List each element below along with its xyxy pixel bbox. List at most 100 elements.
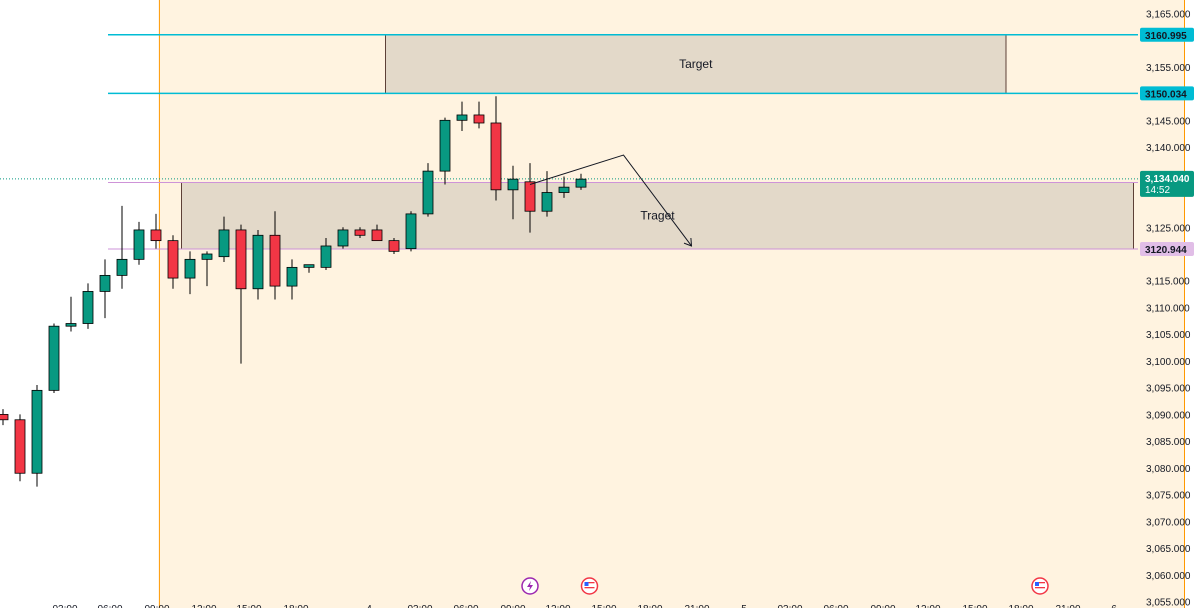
candle-body bbox=[320, 245, 332, 268]
candle bbox=[116, 205, 128, 289]
candle bbox=[269, 211, 281, 300]
flag-stripe bbox=[1035, 582, 1045, 584]
price-badge-3150: 3150.034 bbox=[1140, 86, 1194, 101]
x-tick-label: 18:00 bbox=[283, 604, 308, 608]
zone-box bbox=[385, 34, 1006, 94]
traget-zone: Traget bbox=[181, 182, 1134, 249]
x-tick-label: 15:00 bbox=[591, 604, 616, 608]
candle-body bbox=[558, 186, 570, 193]
candle bbox=[0, 409, 9, 426]
candle-body bbox=[286, 266, 298, 287]
flag-canton bbox=[584, 582, 589, 586]
y-tick-label: 3,125.000 bbox=[1146, 223, 1191, 234]
candle-body bbox=[218, 229, 230, 258]
candle-body bbox=[235, 229, 247, 290]
y-tick-label: 3,110.000 bbox=[1146, 303, 1190, 314]
candle bbox=[82, 283, 94, 329]
flag-canton bbox=[1035, 582, 1039, 586]
y-tick-label: 3,055.000 bbox=[1146, 598, 1191, 608]
flag-circle bbox=[580, 577, 599, 595]
x-tick-label: 18:00 bbox=[637, 604, 662, 608]
lightning-event-icon bbox=[521, 577, 539, 595]
x-tick-label: 12:00 bbox=[545, 604, 570, 608]
candle-body bbox=[0, 414, 9, 421]
current-price-countdown: 14:52 bbox=[1145, 185, 1170, 196]
candle-body bbox=[269, 234, 281, 287]
x-tick-label: 03:00 bbox=[52, 604, 77, 608]
candle-body bbox=[473, 114, 485, 124]
price-badge-bg bbox=[1140, 27, 1194, 42]
y-tick-label: 3,145.000 bbox=[1146, 116, 1191, 127]
candle bbox=[575, 173, 587, 190]
y-tick-label: 3,140.000 bbox=[1146, 143, 1191, 154]
x-tick-label: 09:00 bbox=[870, 604, 895, 608]
candle bbox=[524, 163, 536, 233]
x-tick-label: 06:00 bbox=[823, 604, 848, 608]
candle-body bbox=[184, 258, 196, 279]
candle-body bbox=[252, 234, 264, 290]
x-tick-label: 6 bbox=[1111, 604, 1117, 608]
candle-body bbox=[150, 229, 162, 242]
flag-stripe bbox=[584, 589, 595, 591]
candle-body bbox=[337, 229, 349, 247]
candle bbox=[133, 221, 145, 265]
candle-body bbox=[116, 258, 128, 276]
price-badge-3120: 3120.944 bbox=[1140, 241, 1194, 256]
current-price-badge-bg bbox=[1140, 170, 1194, 197]
candle bbox=[337, 227, 349, 249]
candle-body bbox=[575, 178, 587, 188]
price-badge-text: 3150.034 bbox=[1145, 89, 1187, 100]
candle bbox=[31, 385, 43, 487]
lightning-bolt bbox=[527, 581, 533, 591]
candle-body bbox=[388, 240, 400, 252]
candle bbox=[201, 251, 213, 287]
current-price-value: 3,134.040 bbox=[1145, 174, 1190, 185]
candle bbox=[184, 251, 196, 295]
candle bbox=[490, 96, 502, 201]
candle bbox=[422, 163, 434, 217]
candle-body bbox=[456, 114, 468, 121]
candle-body bbox=[490, 122, 502, 191]
candle bbox=[218, 216, 230, 263]
candle bbox=[354, 227, 366, 238]
candle-body bbox=[524, 181, 536, 212]
candle bbox=[167, 235, 179, 289]
flag-stripe bbox=[584, 587, 595, 589]
candle-body bbox=[405, 213, 417, 250]
y-tick-label: 3,105.000 bbox=[1146, 330, 1191, 341]
session-background bbox=[159, 0, 1185, 608]
zone-label: Target bbox=[679, 57, 713, 71]
flag-stripe bbox=[1035, 584, 1045, 586]
candle bbox=[99, 259, 111, 319]
candle-body bbox=[167, 240, 179, 279]
candle bbox=[405, 211, 417, 252]
x-tick-label: 12:00 bbox=[191, 604, 216, 608]
y-tick-label: 3,090.000 bbox=[1146, 410, 1191, 421]
x-tick-label: 06:00 bbox=[97, 604, 122, 608]
x-tick-label: 15:00 bbox=[962, 604, 987, 608]
candle-body bbox=[99, 274, 111, 292]
candle-body bbox=[507, 178, 519, 191]
candle bbox=[473, 101, 485, 129]
y-tick-label: 3,075.000 bbox=[1146, 491, 1191, 502]
candle bbox=[371, 224, 383, 242]
x-tick-label: 21:00 bbox=[684, 604, 709, 608]
candle bbox=[286, 259, 298, 300]
x-tick-label: 03:00 bbox=[777, 604, 802, 608]
y-tick-label: 3,070.000 bbox=[1146, 517, 1191, 528]
candle-body bbox=[371, 229, 383, 242]
candle bbox=[252, 229, 264, 300]
x-tick-label: 15:00 bbox=[236, 604, 261, 608]
y-tick-label: 3,095.000 bbox=[1146, 384, 1191, 395]
candle bbox=[14, 414, 26, 482]
candle bbox=[65, 296, 77, 332]
candle-body bbox=[439, 119, 451, 172]
candle bbox=[303, 264, 315, 273]
y-tick-label: 3,100.000 bbox=[1146, 357, 1191, 368]
flag-circle bbox=[1031, 577, 1049, 595]
candle-body bbox=[48, 325, 60, 391]
y-tick-label: 3,155.000 bbox=[1146, 63, 1191, 74]
